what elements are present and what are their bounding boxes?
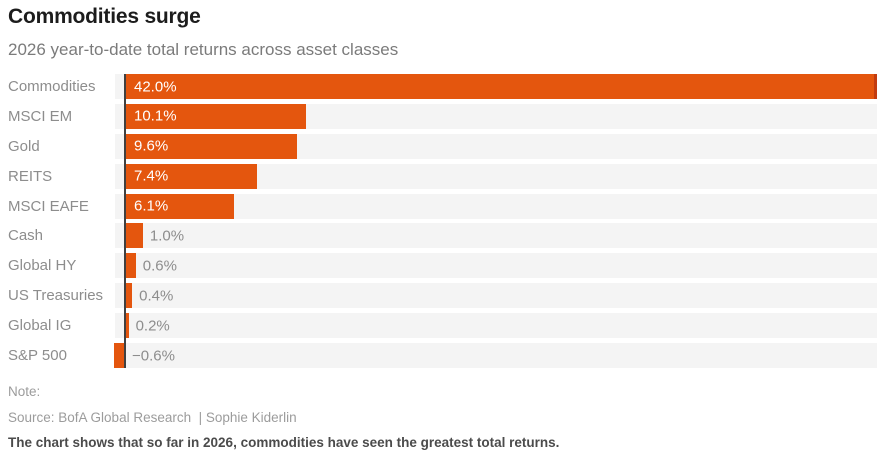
bar [125,313,129,339]
bar [125,253,136,279]
bar-track: 10.1% [115,103,877,129]
bar-track: 0.2% [115,313,877,339]
bar-track: 0.4% [115,283,877,309]
bar-row: Cash 1.0% [8,223,877,249]
category-label: Commodities [8,78,96,95]
zero-baseline [124,74,126,369]
bar-track: 7.4% [115,163,877,189]
page: Commodities surge 2026 year-to-date tota… [0,4,885,451]
category-label: MSCI EM [8,107,73,125]
category-label: MSCI EAFE [8,197,89,215]
bar-row: MSCI EAFE 6.1% [8,193,877,219]
bar-row: MSCI EM 10.1% [8,103,877,129]
source-line: Source: BofA Global Research | Sophie Ki… [8,410,297,426]
bar [114,343,125,369]
category-label: Cash [8,227,44,245]
bar-track: 42.0% [115,74,877,99]
bar-track: −0.6% [114,343,877,369]
category-label: S&P 500 [8,347,67,365]
bar-track: 1.0% [115,223,877,249]
bar-row: Global IG 0.2% [8,313,877,339]
bar-track: 9.6% [115,133,877,159]
bar-row: S&P 500 −0.6% [8,343,877,369]
category-label: Gold [8,137,40,155]
bar-chart: Commodities 42.0% MSCI EM 10.1% Gold 9.6… [8,74,877,369]
value-label: 1.0% [149,227,185,245]
bar-row: Gold 9.6% [8,133,877,159]
value-label: 9.6% [134,137,169,155]
bar [125,74,877,99]
value-label: 6.1% [134,197,169,215]
value-label: −0.6% [132,347,175,365]
bar-row: US Treasuries 0.4% [8,283,877,309]
bar [125,223,143,249]
bar-row: Commodities 42.0% [8,74,877,99]
value-label: 7.4% [134,167,169,185]
value-label: 10.1% [134,107,177,125]
bar [125,283,133,309]
value-label: 0.2% [135,317,170,335]
note-label: Note: [8,384,41,400]
category-label: Global IG [8,317,72,335]
bar [125,163,258,189]
value-label: 0.6% [142,257,177,275]
chart-title: Commodities surge [8,5,201,28]
category-label: US Treasuries [8,287,104,305]
bar-track: 0.6% [115,253,877,279]
bar-track: 6.1% [115,193,877,219]
category-label: Global HY [8,257,77,275]
caption-line: The chart shows that so far in 2026, com… [8,435,560,451]
category-label: REITS [8,167,53,185]
bar-row: REITS 7.4% [8,163,877,189]
chart-subtitle: 2026 year-to-date total returns across a… [8,40,399,59]
bar [125,103,306,129]
value-label: 0.4% [139,287,174,305]
value-label: 42.0% [134,78,177,95]
bar [125,193,235,219]
footer: Note: Source: BofA Global Research | Sop… [8,383,885,451]
bar-row: Global HY 0.6% [8,253,877,279]
bar [125,133,297,159]
